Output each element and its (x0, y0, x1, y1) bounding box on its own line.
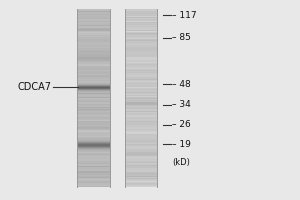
Text: – 26: – 26 (172, 120, 191, 129)
Text: – 48: – 48 (172, 80, 191, 89)
Text: – 34: – 34 (172, 100, 191, 109)
Text: (kD): (kD) (172, 158, 190, 167)
Text: – 85: – 85 (172, 33, 191, 42)
Text: CDCA7: CDCA7 (18, 82, 52, 92)
Text: – 117: – 117 (172, 11, 197, 20)
Text: – 19: – 19 (172, 140, 191, 149)
